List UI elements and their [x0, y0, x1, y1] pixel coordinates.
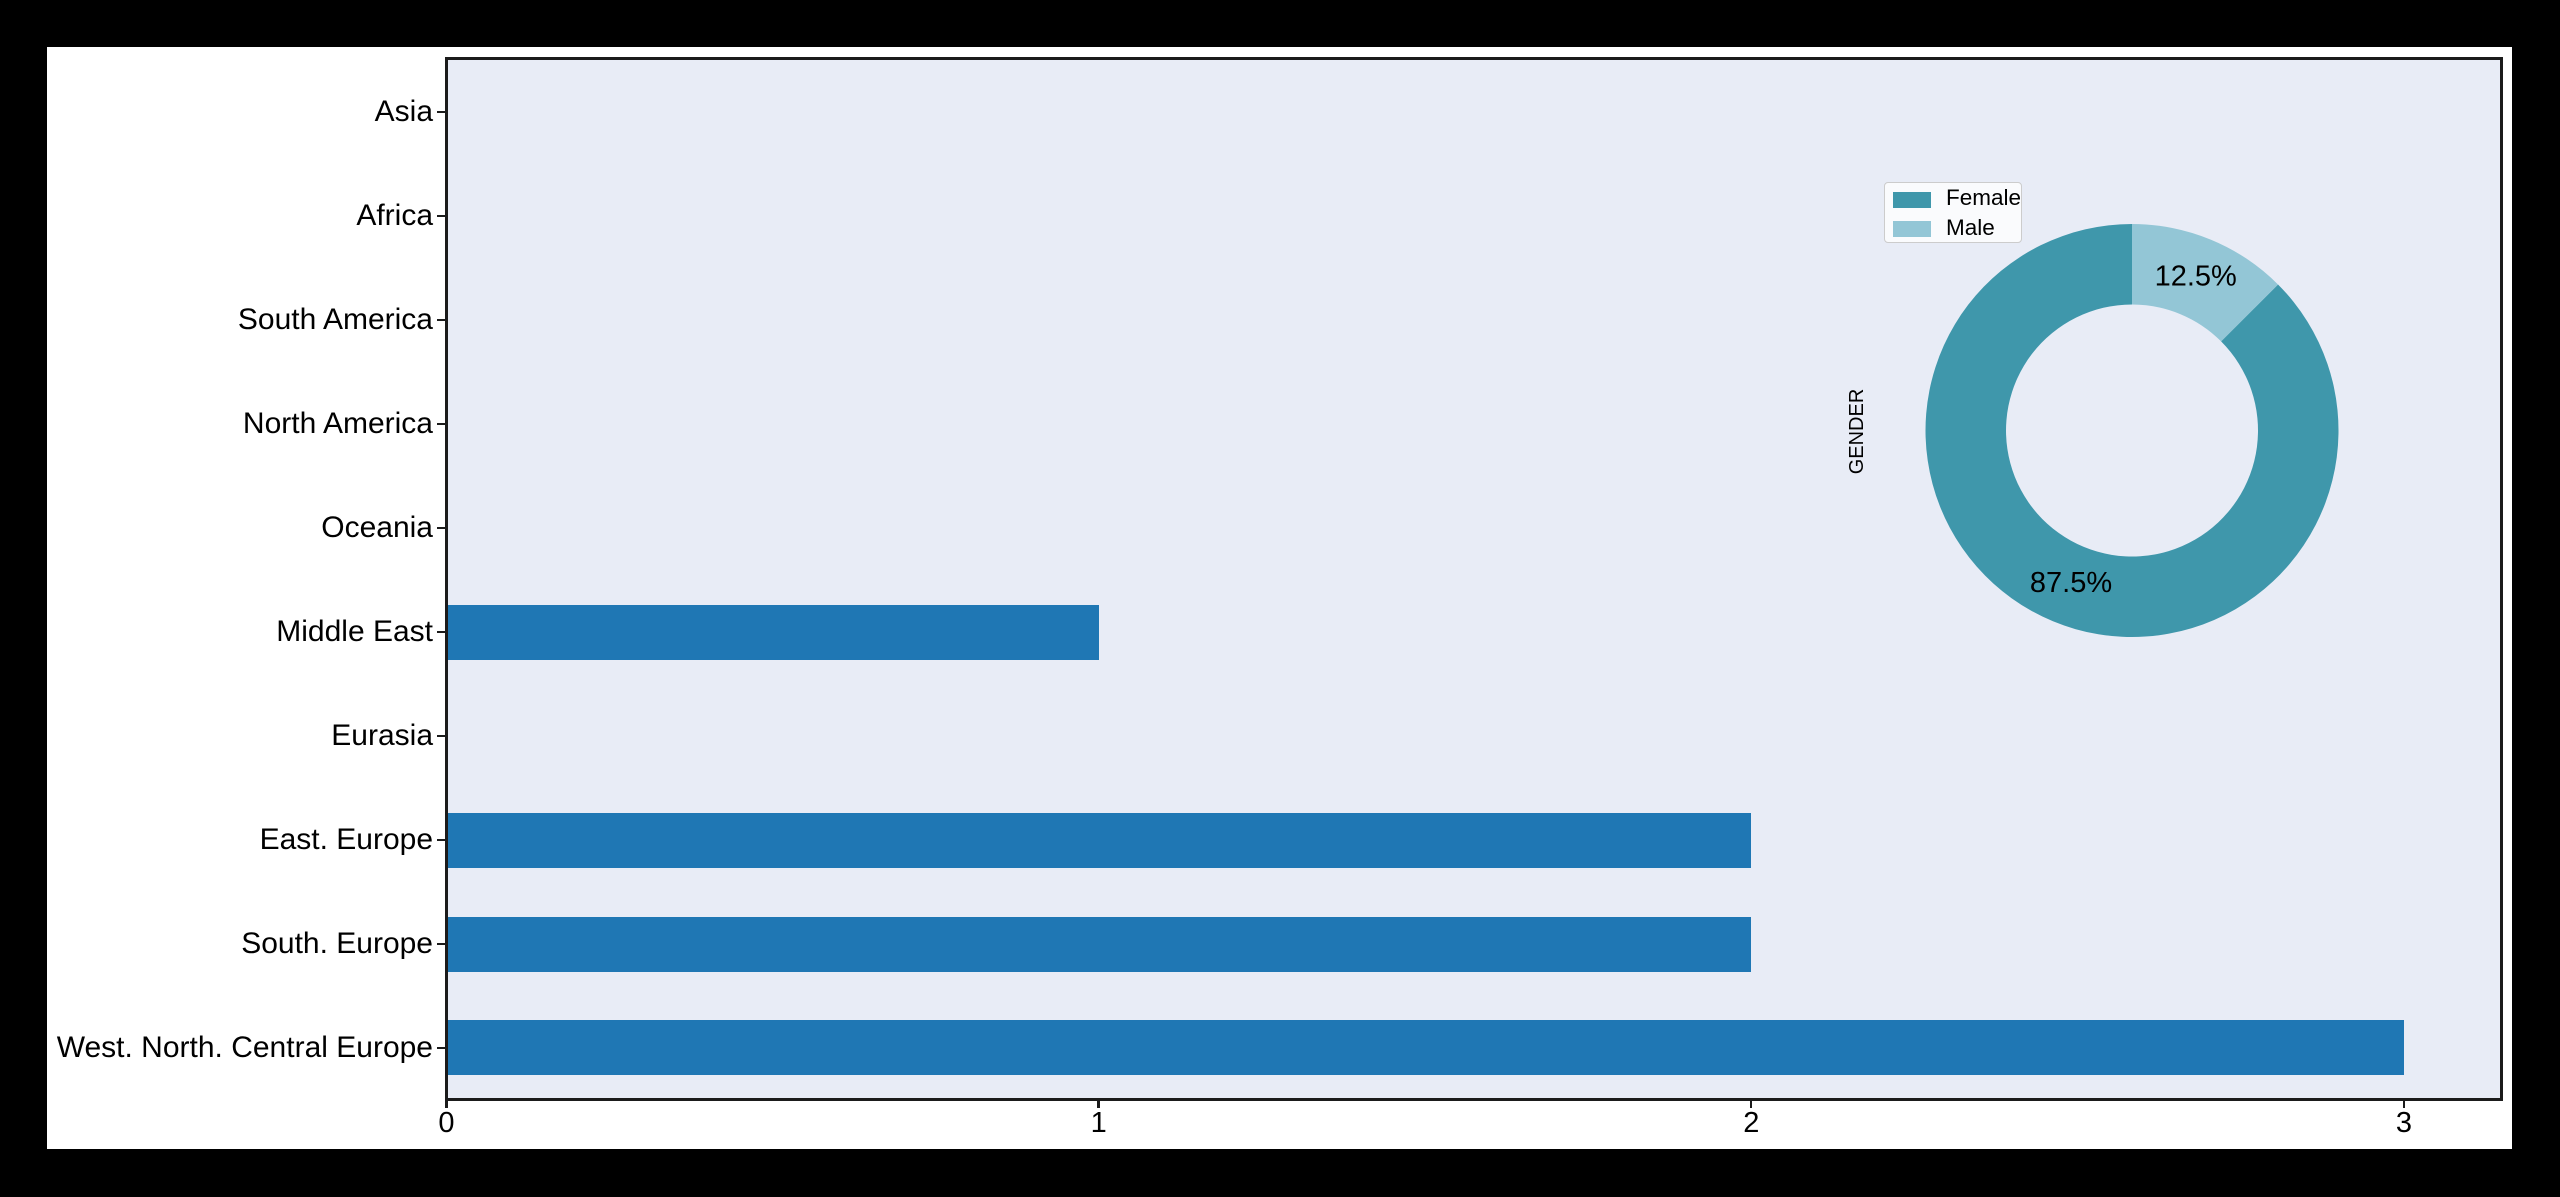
- svg-text:12.5%: 12.5%: [2155, 261, 2237, 293]
- svg-text:87.5%: 87.5%: [2030, 567, 2112, 599]
- svg-text:GENDER: GENDER: [1846, 389, 1868, 475]
